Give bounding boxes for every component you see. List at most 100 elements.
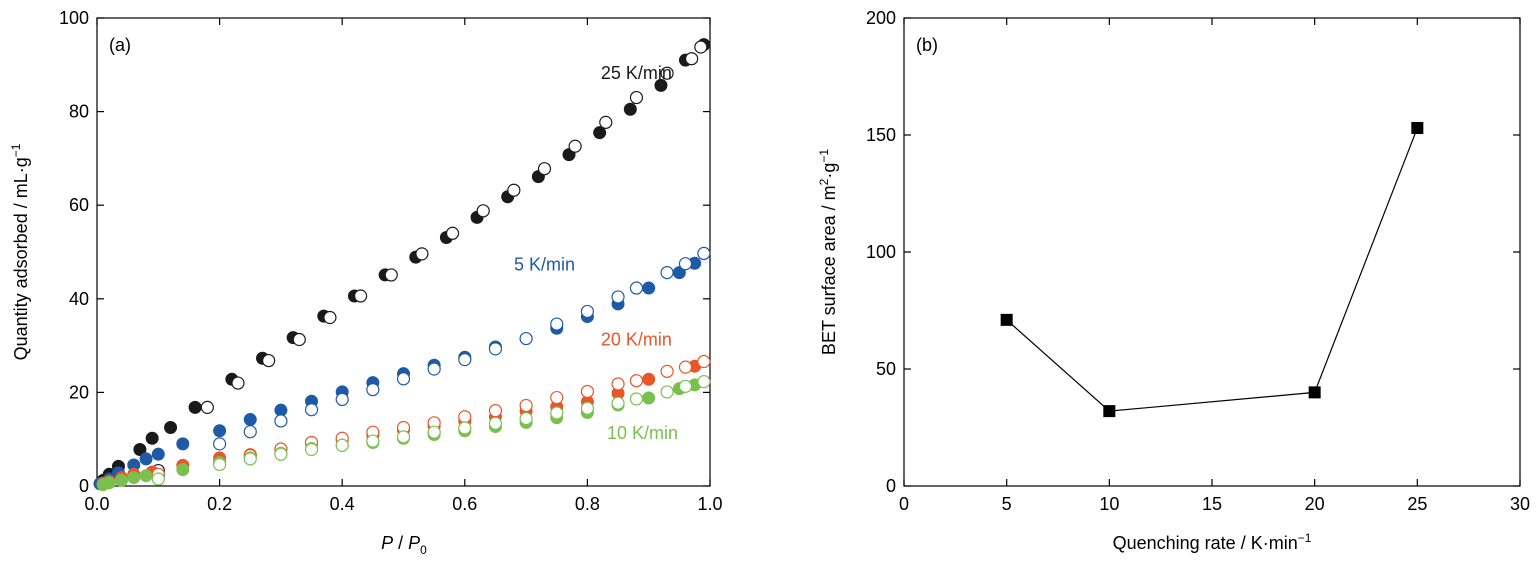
bet-data-point [1103,405,1116,418]
panel-a-x-axis-label: P / P0 [381,533,427,557]
y-label-a-base: Quantity adsorbed / mL·g [11,157,31,360]
desorption-point [507,183,521,197]
x-label-sep: / [393,533,408,553]
adsorption-point [151,447,165,461]
desorption-point [353,289,368,303]
adsorption-point [176,463,190,477]
desorption-point [323,310,337,325]
b-xtick-label: 0 [899,494,909,514]
desorption-point [458,410,472,424]
b-ytick-label: 0 [886,476,896,496]
desorption-point [488,404,503,418]
desorption-point [660,364,674,378]
desorption-point [427,425,441,439]
adsorption-point [164,421,178,434]
panel-b-label: (b) [916,35,938,55]
adsorption-point [188,400,202,414]
desorption-point [660,385,674,399]
desorption-point [629,392,644,406]
b-ytick-label: 100 [866,242,896,262]
adsorption-point [139,469,153,483]
panel-b-y-axis-label: BET surface area / m2·g−1 [817,149,839,355]
y-label-a-sup: −1 [9,143,23,157]
adsorption-point [654,78,668,92]
a-ytick-label: 80 [69,102,89,122]
b-xtick-label: 10 [1099,494,1119,514]
b-xtick-label: 30 [1510,494,1530,514]
desorption-point [519,331,533,346]
series-annotation: 20 K/min [601,330,672,350]
bet-data-point [1000,313,1013,326]
desorption-point [697,246,711,261]
a-xtick-label: 0.0 [84,494,109,514]
b-xtick-label: 20 [1305,494,1325,514]
y-label-b-sup1: 2 [817,178,831,185]
desorption-point [629,374,644,388]
y-label-b-base: BET surface area / m [819,185,839,355]
desorption-point [304,442,319,457]
x-label-b-sup: −1 [1298,531,1312,545]
desorption-point [697,354,711,369]
desorption-point [366,434,380,448]
desorption-point [384,268,398,282]
bet-series-line [1006,127,1418,412]
desorption-point [488,416,503,430]
desorption-point [243,425,257,439]
desorption-point [213,437,227,451]
panel-a-annotations: 25 K/min 5 K/min 20 K/min 10 K/min [514,63,678,443]
y-label-b-mid: ·g [819,163,839,179]
desorption-point [611,377,625,391]
panel-a-y-axis-label: Quantity adsorbed / mL·g−1 [9,143,31,360]
b-xtick-label: 15 [1202,494,1222,514]
desorption-point [231,376,245,390]
panel-b-plot-frame [903,17,1521,487]
a-xtick-label: 0.4 [330,494,355,514]
desorption-point [611,396,625,410]
desorption-point [488,342,503,356]
panel-a-plot-frame [96,17,711,487]
desorption-point [550,317,564,331]
a-xtick-label: 1.0 [697,494,722,514]
desorption-point [678,360,693,374]
desorption-point [200,400,214,414]
bet-data-point [1411,121,1424,134]
desorption-point [476,204,490,218]
desorption-point [243,452,257,466]
desorption-point [519,412,533,426]
desorption-point [396,372,411,386]
desorption-point [213,457,227,472]
b-ytick-label: 200 [866,8,896,28]
desorption-point [445,226,460,240]
x-label-p0: P [408,533,420,553]
series-annotation: 5 K/min [514,255,575,275]
desorption-point [335,438,349,452]
desorption-point [458,421,472,435]
adsorption-point [145,431,159,445]
desorption-point [629,281,644,295]
series-annotation: 25 K/min [601,63,672,83]
desorption-point [694,40,708,54]
adsorption-point [176,437,190,451]
desorption-point [678,379,693,393]
panel-b-y-ticks: 0 50 100 150 200 [866,8,1520,496]
desorption-point [580,304,595,319]
desorption-point [304,403,319,417]
desorption-point [660,66,674,80]
adsorption-point [133,442,147,456]
desorption-point [697,375,711,389]
desorption-point [151,472,165,486]
x-label-b-base: Quenching rate / K·min [1113,533,1298,553]
desorption-point [660,265,674,280]
adsorption-point [243,413,257,427]
a-ytick-label: 40 [69,289,89,309]
adsorption-point [642,391,656,405]
desorption-point [550,390,564,405]
desorption-point [415,247,429,261]
desorption-point [678,257,693,271]
desorption-point [335,392,349,407]
desorption-point [262,353,276,368]
panel-a-label: (a) [109,35,131,55]
a-ytick-label: 100 [59,8,89,28]
panel-a-data-points [93,38,711,492]
